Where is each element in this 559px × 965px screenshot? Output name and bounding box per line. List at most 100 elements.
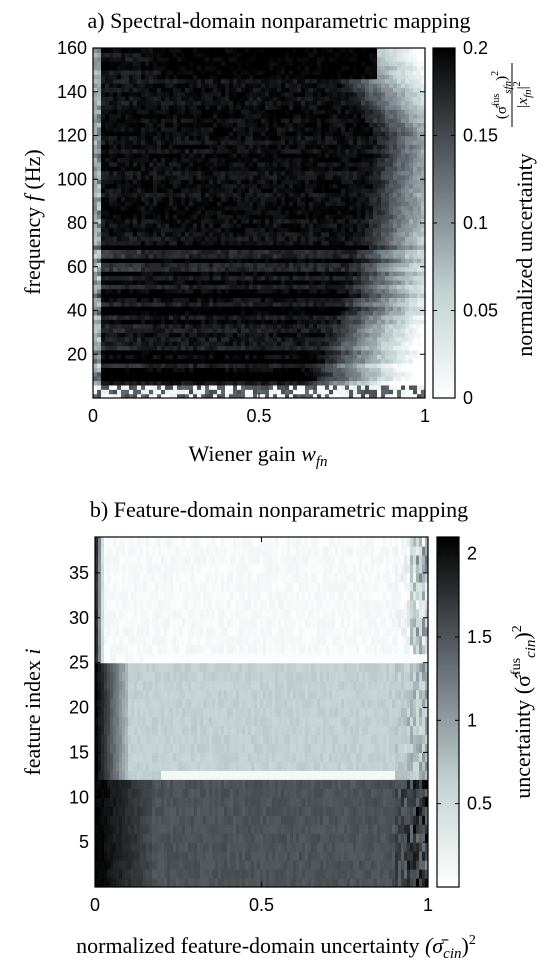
heatmap-cell bbox=[393, 306, 398, 312]
heatmap-cell bbox=[217, 135, 222, 141]
heatmap-cell bbox=[313, 288, 318, 294]
heatmap-cell bbox=[249, 258, 254, 263]
heatmap-cell bbox=[289, 179, 294, 185]
heatmap-cell bbox=[317, 371, 322, 377]
heatmap-cell bbox=[313, 389, 318, 395]
heatmap-cell bbox=[105, 376, 110, 382]
heatmap-cell bbox=[233, 310, 238, 316]
heatmap-cell bbox=[401, 183, 406, 189]
heatmap-cell bbox=[293, 201, 298, 207]
heatmap-cell bbox=[133, 236, 138, 242]
heatmap-cell bbox=[125, 240, 130, 246]
heatmap-cell bbox=[133, 144, 138, 150]
heatmap-cell bbox=[273, 297, 278, 303]
heatmap-cell bbox=[337, 218, 342, 224]
heatmap-cell bbox=[177, 227, 182, 233]
heatmap-cell bbox=[293, 240, 298, 246]
heatmap-cell bbox=[393, 389, 398, 395]
heatmap-cell bbox=[309, 139, 314, 145]
heatmap-cell bbox=[241, 345, 246, 351]
heatmap-cell bbox=[137, 262, 142, 268]
heatmap-cell bbox=[333, 345, 338, 351]
heatmap-cell bbox=[417, 227, 422, 233]
heatmap-cell bbox=[281, 314, 286, 320]
heatmap-cell bbox=[253, 144, 258, 150]
heatmap-cell bbox=[305, 345, 310, 351]
heatmap-cell bbox=[357, 201, 362, 207]
heatmap-cell bbox=[181, 301, 186, 307]
heatmap-cell bbox=[365, 188, 370, 193]
heatmap-cell bbox=[393, 297, 398, 303]
heatmap-cell bbox=[125, 139, 130, 145]
heatmap-cell bbox=[133, 371, 138, 377]
heatmap-cell bbox=[277, 135, 282, 141]
heatmap-cell bbox=[285, 279, 290, 285]
heatmap-cell bbox=[365, 258, 370, 263]
heatmap-cell bbox=[309, 231, 314, 237]
heatmap-cell bbox=[397, 244, 402, 250]
heatmap-cell bbox=[105, 380, 110, 386]
heatmap-cell bbox=[173, 332, 178, 338]
heatmap-cell bbox=[333, 144, 338, 150]
heatmap-cell bbox=[345, 183, 350, 189]
heatmap-cell bbox=[353, 380, 358, 386]
heatmap-cell bbox=[261, 275, 266, 281]
heatmap-cell bbox=[121, 275, 126, 281]
heatmap-cell bbox=[101, 284, 106, 290]
heatmap-cell bbox=[393, 139, 398, 145]
heatmap-cell bbox=[353, 328, 358, 333]
heatmap-cell bbox=[285, 293, 290, 298]
heatmap-cell bbox=[421, 367, 425, 373]
heatmap-cell bbox=[249, 240, 254, 246]
heatmap-cell bbox=[361, 376, 366, 382]
heatmap-cell bbox=[233, 358, 238, 364]
heatmap-cell bbox=[133, 170, 138, 176]
heatmap-cell bbox=[345, 393, 350, 398]
heatmap-cell bbox=[345, 209, 350, 215]
heatmap-cell bbox=[269, 166, 274, 172]
heatmap-cell bbox=[93, 367, 98, 373]
heatmap-cell bbox=[373, 179, 378, 185]
heatmap-cell bbox=[169, 275, 174, 281]
heatmap-cell bbox=[413, 161, 418, 167]
heatmap-cell bbox=[181, 218, 186, 224]
heatmap-cell bbox=[181, 297, 186, 303]
heatmap-cell bbox=[421, 179, 425, 185]
heatmap-cell bbox=[369, 389, 374, 395]
heatmap-cell bbox=[217, 223, 222, 228]
heatmap-cell bbox=[185, 135, 190, 141]
heatmap-cell bbox=[273, 332, 278, 338]
heatmap-cell bbox=[361, 301, 366, 307]
heatmap-cell bbox=[205, 231, 210, 237]
heatmap-cell bbox=[213, 297, 218, 303]
heatmap-cell bbox=[181, 244, 186, 250]
heatmap-cell bbox=[209, 223, 214, 228]
heatmap-cell bbox=[293, 258, 298, 263]
heatmap-cell bbox=[141, 161, 146, 167]
heatmap-cell bbox=[305, 161, 310, 167]
heatmap-cell bbox=[173, 266, 178, 272]
heatmap-cell bbox=[417, 279, 422, 285]
heatmap-cell bbox=[349, 275, 354, 281]
heatmap-cell bbox=[273, 319, 278, 325]
heatmap-cell bbox=[329, 341, 334, 347]
heatmap-cell bbox=[137, 244, 142, 250]
heatmap-cell bbox=[265, 314, 270, 320]
heatmap-cell bbox=[361, 367, 366, 373]
heatmap-cell bbox=[301, 345, 306, 351]
heatmap-cell bbox=[189, 275, 194, 281]
heatmap-cell bbox=[101, 358, 106, 364]
heatmap-cell bbox=[273, 301, 278, 307]
heatmap-cell bbox=[261, 201, 266, 207]
heatmap-cell bbox=[309, 258, 314, 263]
heatmap-cell bbox=[189, 384, 194, 390]
heatmap-cell bbox=[181, 253, 186, 259]
heatmap-cell bbox=[277, 297, 282, 303]
heatmap-cell bbox=[413, 288, 418, 294]
heatmap-cell bbox=[313, 310, 318, 316]
heatmap-cell bbox=[169, 253, 174, 259]
heatmap-cell bbox=[389, 135, 394, 141]
heatmap-cell bbox=[341, 301, 346, 307]
heatmap-cell bbox=[229, 214, 234, 220]
heatmap-cell bbox=[169, 201, 174, 207]
